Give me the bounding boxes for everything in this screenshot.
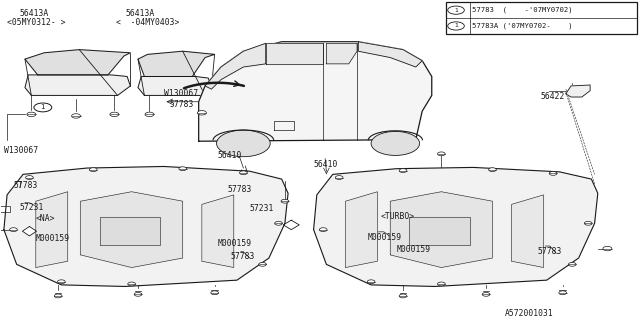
Circle shape [584, 221, 592, 225]
Circle shape [134, 292, 142, 296]
Circle shape [438, 152, 445, 156]
Text: M000159: M000159 [368, 233, 402, 242]
Text: 56410: 56410 [314, 160, 338, 169]
Polygon shape [25, 75, 131, 95]
Text: <  -04MY0403>: < -04MY0403> [116, 18, 179, 27]
Circle shape [216, 130, 270, 157]
Polygon shape [326, 43, 357, 64]
Text: <NA>: <NA> [36, 214, 55, 223]
Polygon shape [511, 195, 543, 268]
Circle shape [54, 294, 62, 298]
Circle shape [549, 172, 557, 175]
Circle shape [488, 168, 496, 172]
Circle shape [72, 114, 81, 118]
Circle shape [197, 111, 206, 115]
Text: <05MY0312- >: <05MY0312- > [7, 18, 65, 27]
Circle shape [275, 221, 282, 225]
Circle shape [58, 280, 65, 284]
Text: A572001031: A572001031 [505, 308, 554, 317]
Polygon shape [266, 43, 323, 64]
Circle shape [27, 112, 36, 116]
Text: 57231: 57231 [20, 203, 44, 212]
Text: 56413A: 56413A [20, 9, 49, 18]
Circle shape [335, 176, 343, 180]
Polygon shape [81, 192, 182, 268]
Text: W130067: W130067 [164, 89, 198, 98]
Text: M000159: M000159 [397, 245, 431, 254]
Circle shape [128, 282, 136, 286]
Circle shape [448, 22, 465, 30]
Polygon shape [22, 227, 36, 236]
Text: 57231: 57231 [250, 204, 274, 213]
Circle shape [399, 169, 407, 172]
Polygon shape [138, 51, 214, 76]
Polygon shape [314, 167, 598, 286]
Polygon shape [390, 192, 492, 268]
Circle shape [0, 228, 1, 232]
Text: M000159: M000159 [36, 234, 70, 244]
Circle shape [10, 228, 17, 232]
Polygon shape [346, 192, 378, 268]
Circle shape [110, 112, 119, 116]
Text: 57783: 57783 [537, 247, 561, 256]
Text: 57783  (    -'07MY0702): 57783 ( -'07MY0702) [472, 7, 573, 13]
Text: 57783: 57783 [227, 185, 252, 195]
Circle shape [145, 112, 154, 116]
Circle shape [399, 294, 407, 298]
Circle shape [371, 132, 420, 156]
Text: 56410: 56410 [218, 151, 242, 160]
Text: M000159: M000159 [218, 239, 252, 248]
Polygon shape [205, 43, 266, 89]
Text: <TURBO>: <TURBO> [381, 212, 415, 221]
Bar [446, 2, 637, 34]
Polygon shape [198, 42, 432, 141]
Circle shape [482, 292, 490, 296]
Circle shape [239, 171, 247, 175]
Circle shape [367, 280, 375, 284]
Circle shape [90, 168, 97, 172]
Text: 57783: 57783 [170, 100, 195, 109]
Text: 1: 1 [40, 104, 45, 110]
Text: 1: 1 [454, 8, 458, 13]
Circle shape [438, 282, 445, 286]
Text: 1: 1 [454, 23, 458, 28]
Circle shape [568, 262, 576, 266]
Circle shape [281, 199, 289, 203]
Polygon shape [100, 217, 161, 245]
Text: 56422: 56422 [540, 92, 564, 101]
Circle shape [603, 246, 612, 251]
Polygon shape [0, 206, 10, 212]
Polygon shape [358, 42, 422, 67]
Polygon shape [36, 192, 68, 268]
Polygon shape [4, 166, 288, 286]
Circle shape [448, 6, 465, 14]
Text: W130067: W130067 [4, 146, 38, 155]
Polygon shape [202, 195, 234, 268]
Circle shape [319, 228, 327, 232]
Text: 57783: 57783 [230, 252, 255, 261]
Polygon shape [25, 50, 131, 75]
Polygon shape [410, 217, 470, 245]
Text: 56413A: 56413A [125, 9, 154, 18]
Circle shape [259, 262, 266, 266]
Text: 57783A ('07MY0702-    ): 57783A ('07MY0702- ) [472, 23, 573, 29]
Circle shape [211, 291, 218, 295]
Text: 57783: 57783 [13, 181, 38, 190]
Polygon shape [138, 76, 211, 95]
Polygon shape [566, 85, 590, 97]
Circle shape [179, 167, 186, 171]
Circle shape [559, 291, 566, 295]
Polygon shape [274, 121, 294, 130]
Circle shape [26, 176, 33, 180]
Polygon shape [284, 220, 300, 230]
Circle shape [34, 103, 52, 112]
